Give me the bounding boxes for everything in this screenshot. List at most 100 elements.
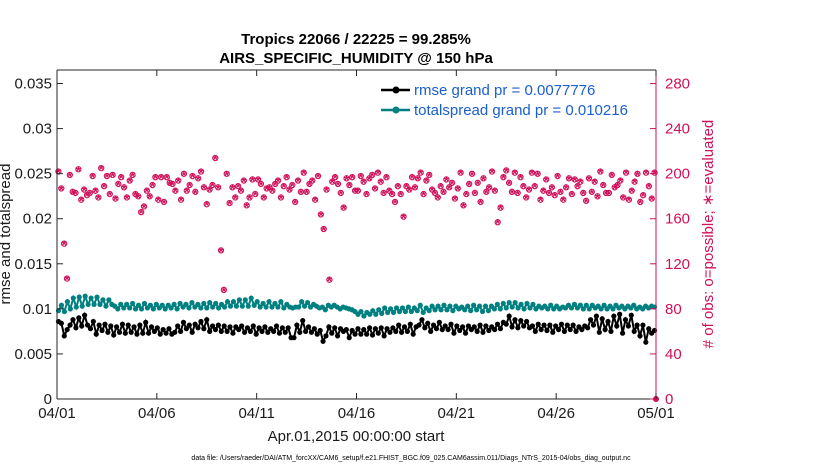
totalspread-point bbox=[429, 303, 435, 309]
obs-possible-marker bbox=[400, 213, 407, 220]
obs-evaluated-marker: * bbox=[538, 194, 544, 209]
obs-evaluated-marker: * bbox=[452, 193, 458, 208]
obs-possible-marker bbox=[477, 198, 484, 206]
obs-possible-marker bbox=[614, 181, 621, 189]
rmse-point bbox=[622, 317, 629, 323]
rmse-point bbox=[439, 326, 445, 333]
rmse-point bbox=[317, 327, 323, 334]
obs-possible-marker bbox=[234, 183, 242, 190]
totalspread-point bbox=[227, 303, 234, 309]
obs-evaluated-marker: * bbox=[390, 188, 396, 203]
rmse-point bbox=[236, 326, 242, 333]
obs-possible-marker bbox=[75, 166, 82, 173]
totalspread-point bbox=[299, 299, 305, 305]
totalspread-point bbox=[64, 299, 70, 305]
obs-possible-marker bbox=[577, 178, 584, 185]
obs-possible-marker bbox=[602, 189, 610, 197]
obs-evaluated-marker: * bbox=[82, 184, 88, 199]
rmse-point bbox=[201, 326, 207, 332]
obs-evaluated-marker: * bbox=[527, 184, 533, 199]
rmse-point bbox=[311, 326, 317, 332]
obs-evaluated-marker: * bbox=[609, 169, 615, 184]
rmse-point bbox=[599, 316, 605, 322]
totalspread-point bbox=[174, 306, 180, 312]
obs-evaluated-marker: * bbox=[261, 191, 267, 206]
totalspread-point bbox=[462, 307, 468, 313]
totalspread-point bbox=[127, 305, 133, 311]
totalspread-point bbox=[159, 302, 165, 308]
obs-possible-marker bbox=[406, 186, 413, 193]
rmse-point bbox=[227, 324, 233, 330]
obs-possible-marker bbox=[505, 179, 513, 186]
rmse-point bbox=[448, 321, 454, 327]
rmse-point bbox=[407, 321, 413, 327]
y-tick-label-left: 0 bbox=[44, 391, 52, 408]
rmse-point bbox=[259, 328, 265, 334]
obs-possible-marker bbox=[183, 187, 190, 194]
totalspread-point bbox=[512, 299, 518, 306]
rmse-point bbox=[529, 323, 536, 329]
obs-evaluated-marker: * bbox=[501, 171, 507, 186]
obs-possible-marker bbox=[243, 202, 250, 209]
obs-evaluated-marker: * bbox=[213, 152, 219, 167]
obs-possible-marker bbox=[360, 178, 367, 185]
totalspread-point bbox=[230, 299, 237, 305]
obs-possible-marker bbox=[520, 183, 527, 190]
obs-possible-marker bbox=[463, 190, 470, 198]
obs-possible-marker bbox=[594, 193, 601, 200]
obs-possible-marker bbox=[300, 169, 307, 176]
obs-possible-marker bbox=[525, 186, 533, 193]
obs-possible-marker bbox=[349, 174, 356, 181]
totalspread-point bbox=[465, 303, 471, 309]
obs-evaluated-marker: * bbox=[201, 181, 207, 196]
rmse-point bbox=[396, 322, 402, 328]
obs-possible-marker bbox=[617, 177, 624, 184]
obs-possible-marker bbox=[283, 174, 290, 181]
obs-evaluated-marker: * bbox=[90, 170, 96, 185]
rmse-point bbox=[273, 323, 280, 329]
rmse-point bbox=[494, 321, 501, 327]
obs-evaluated-marker: * bbox=[173, 185, 179, 200]
obs-evaluated-marker: * bbox=[310, 175, 316, 190]
totalspread-point bbox=[79, 303, 85, 309]
totalspread-point bbox=[138, 306, 145, 312]
obs-evaluated-marker: * bbox=[401, 211, 407, 226]
obs-evaluated-marker: * bbox=[447, 181, 453, 196]
rmse-point bbox=[163, 330, 169, 336]
totalspread-point bbox=[417, 302, 423, 308]
legend: rmse grand pr = 0.0077776 totalspread gr… bbox=[381, 82, 628, 119]
totalspread-point bbox=[213, 300, 219, 307]
totalspread-point bbox=[468, 308, 474, 314]
totalspread-point bbox=[272, 300, 278, 307]
obs-evaluated-marker: * bbox=[330, 176, 336, 191]
totalspread-point bbox=[521, 306, 527, 312]
obs-evaluated-marker: * bbox=[104, 170, 110, 185]
y-tick-label-right: 280 bbox=[665, 76, 690, 93]
y-tick-label-left: 0.01 bbox=[23, 301, 52, 318]
rmse-point bbox=[122, 330, 128, 336]
obs-possible-marker bbox=[534, 170, 541, 177]
obs-possible-marker bbox=[286, 186, 293, 193]
y-tick-label-left: 0.005 bbox=[14, 346, 52, 363]
obs-evaluated-marker: * bbox=[598, 166, 604, 181]
rmse-point bbox=[547, 322, 553, 328]
obs-evaluated-marker: * bbox=[176, 175, 182, 190]
obs-possible-marker bbox=[106, 190, 113, 198]
chart-subtitle: AIRS_SPECIFIC_HUMIDITY @ 150 hPa bbox=[219, 50, 493, 67]
obs-evaluated-marker: * bbox=[253, 188, 259, 203]
rmse-point bbox=[198, 318, 204, 325]
obs-possible-marker bbox=[503, 167, 510, 174]
obs-evaluated-marker: * bbox=[187, 179, 193, 194]
obs-evaluated-marker: * bbox=[287, 184, 293, 199]
obs-possible-marker bbox=[209, 181, 216, 189]
y-axis-label-left: rmse and totalspread bbox=[0, 164, 14, 305]
obs-evaluated-marker: * bbox=[250, 173, 256, 188]
totalspread-point bbox=[545, 306, 551, 312]
obs-evaluated-marker: * bbox=[293, 196, 299, 211]
obs-evaluated-marker: * bbox=[76, 163, 82, 178]
rmse-point bbox=[573, 328, 579, 334]
obs-possible-marker bbox=[89, 172, 96, 180]
rmse-point bbox=[224, 328, 230, 334]
rmse-point bbox=[282, 329, 288, 335]
obs-possible-marker bbox=[317, 211, 324, 218]
